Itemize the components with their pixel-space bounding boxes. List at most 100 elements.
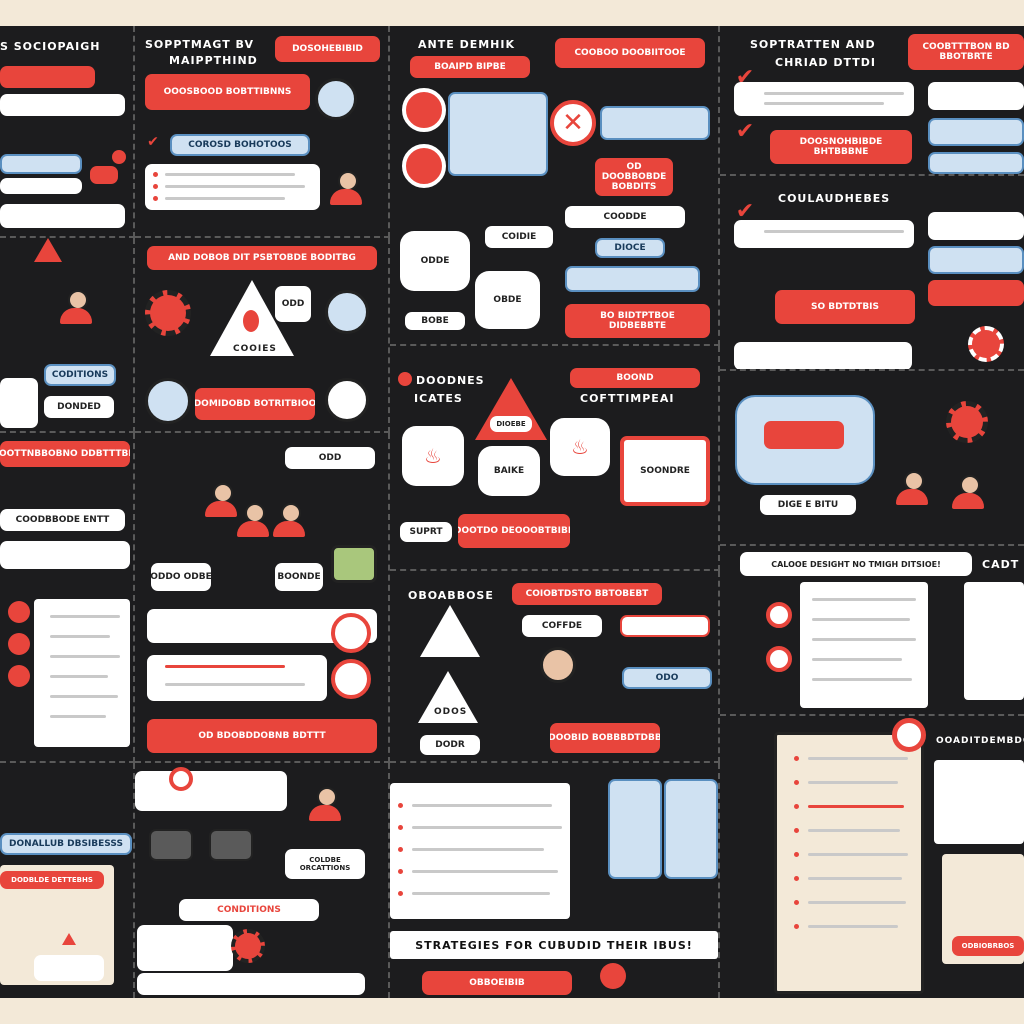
warning-triangle [420,605,480,657]
hex-node [550,418,610,476]
scroll-card [774,732,924,994]
bullet-dot [794,900,799,905]
alert-icon [112,150,126,164]
tag-pill: DOSOHEBIBID [275,36,380,62]
panel-left-lower: DOOTTNBBOBNO DDBTTTBIB COODBBODE ENTT [0,433,135,763]
bullet-dot [794,804,799,809]
text-line [764,230,904,233]
panel-calendar-design: CALOOE DESIGHT NO TMIGH DITSIOE! CADT [720,546,1024,716]
step-pill: CONDITIONS [179,899,319,921]
step-pill: BO BIDTPTBOE DIDBEBBTE [565,304,710,338]
text-line [412,892,550,895]
text-line [50,675,108,678]
text-line [50,715,106,718]
fire-icon: ♨ [424,444,442,468]
tag-pill: COOBTTTBON BD BBOTBRTE [908,34,1024,70]
character-icon [315,78,357,120]
list-card [147,655,327,701]
check-icon: ✔ [735,198,755,224]
stack-card [928,118,1024,146]
step-pill: CODITIONS [44,364,116,386]
step-pill: DOMIDOBD BOTRITBIOO [195,388,315,420]
gear-icon [231,929,265,963]
list-card [800,582,928,708]
bullet-dot [794,828,799,833]
tag-pill: AND DOBOB DIT PSBTOBDE BODITBG [147,246,377,270]
hex-node [402,426,464,486]
stack-card [928,246,1024,274]
person-figure [309,787,341,827]
step-pill: DONDED [44,396,114,418]
text-line [764,102,884,105]
list-card [934,760,1024,844]
text-line [165,665,285,668]
badge [90,166,118,184]
text-line [412,804,552,807]
panel-business: DONALLUB DBSIBESSS DODBLDE DETTEBHS [0,763,135,998]
panel-structure: SOPTRATTEN AND CHRIAD DTTDI COOBTTTBON B… [720,26,1024,176]
step-pill [34,955,104,981]
text-line [808,781,898,784]
step-pill: OBBOEIBIB [422,971,572,995]
cube-card: SOONDRE [620,436,710,506]
text-line [812,678,912,681]
prohibited-icon [331,659,371,699]
alert-icon [600,963,626,989]
stack-card [928,152,1024,174]
step-pill [600,106,710,140]
text-line [165,173,295,176]
list-card [137,925,233,971]
text-line [50,615,120,618]
step-pill: COODBBODE ENTT [0,509,125,531]
sign-card: ODDO ODBE [151,563,211,591]
close-icon [550,100,596,146]
step-pill: ODBIOBRBOS [952,936,1024,956]
location-pin-icon [325,290,369,334]
panel-workstations: COLDBE ORCATTIONS CONDITIONS [135,763,390,998]
bullet-dot [398,825,403,830]
triangle-label: COOIES [233,344,277,354]
record-icon [766,602,792,628]
checklist-card [964,582,1024,700]
monitor-icon [209,829,253,861]
gear-icon [145,290,191,336]
text-line [50,695,118,698]
flow-node: ODO [622,667,712,689]
check-icon: ✔ [735,118,755,144]
bullet-dot [153,196,158,201]
person-figure [896,471,928,511]
list-card [734,342,912,369]
panel-title: OOADITDEMBDO [936,736,1024,746]
panel-title: SOPTRATTEN AND [750,38,876,51]
text-line [412,870,558,873]
bullet-dot [398,891,403,896]
step-pill: SO BDTDTBIS [775,290,915,324]
list-card [734,82,914,116]
bullet-dot [398,869,403,874]
hex-node [764,421,844,449]
step-pill [0,154,82,174]
panel-approach-diagram: AND DOBOB DIT PSBTOBDE BODITBG COOIES OD… [135,238,390,433]
person-figure [237,503,269,543]
text-line [50,635,110,638]
text-line [412,826,562,829]
panel-title: OBOABBOSE [408,589,494,602]
stack-card [928,280,1024,306]
panel-doodles-boond: DOODNES ICATES DIOEBE BOOND COFTTIMPEAI … [390,346,720,571]
list-card [0,378,38,428]
bullet-dot [153,184,158,189]
hex-node: BAIKE [478,446,540,496]
bullet-dot [794,780,799,785]
list-card [135,771,287,811]
panel-anti-demand: ANTE DEMHIK BOAIPD BIPBE COOBOO DOOBIITO… [390,26,720,346]
step-pill: DONALLUB DBSIBESSS [0,833,132,855]
sign-card [331,545,377,583]
flow-node: COODDE [565,206,685,228]
panel-subtitle: COFTTIMPEAI [580,392,675,405]
gear-icon [946,401,988,443]
strategies-banner: STRATEGIES FOR CUBUDID THEIR IBUS! [390,931,718,959]
person-figure [205,483,237,523]
panel-title: DOODNES [416,374,485,387]
list-card [734,220,914,248]
node: SUPRT [400,522,452,542]
